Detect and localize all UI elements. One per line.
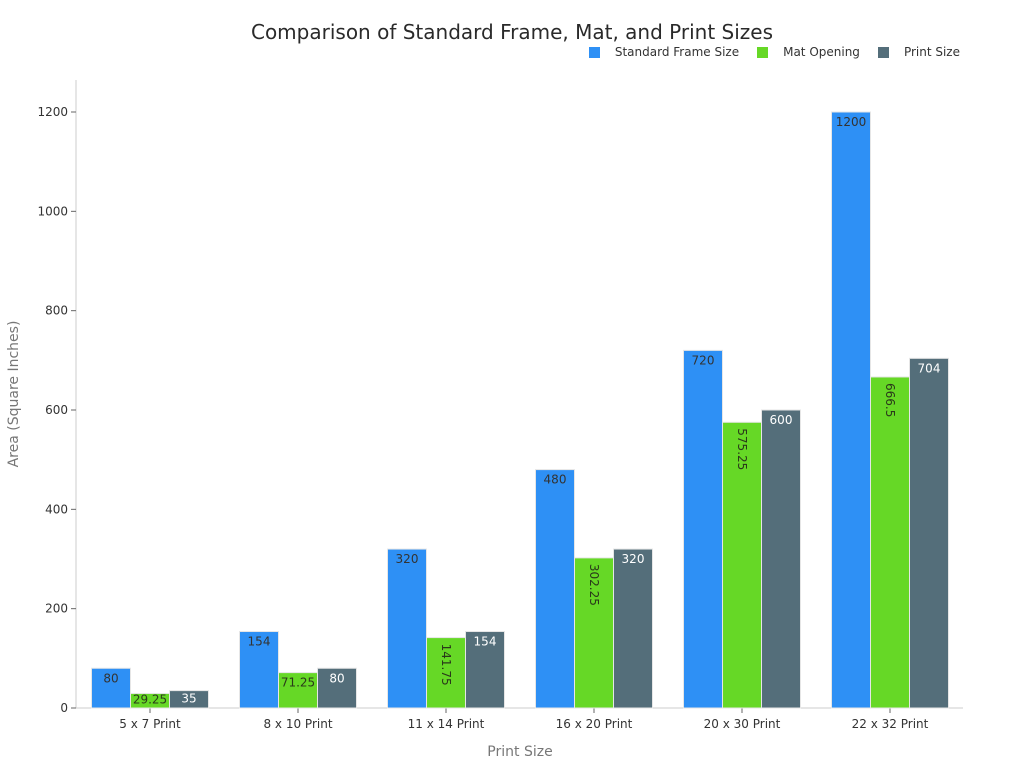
x-tick-label: 20 x 30 Print [704,717,781,731]
legend-label: Print Size [903,45,960,59]
bar-value-label: 320 [396,552,419,566]
y-tick-label: 200 [45,602,68,616]
bar-value-label: 29.25 [133,693,167,707]
bar-mat-opening[interactable] [574,557,614,709]
bar-mat-opening[interactable] [870,376,910,709]
x-tick-label: 5 x 7 Print [119,717,181,731]
bar-standard-frame-size[interactable] [91,667,131,709]
chart-title-text: Comparison of Standard Frame, Mat, and P… [250,20,773,44]
legend-swatch-icon [588,46,600,58]
legend-item-standard-frame-size[interactable]: Standard Frame Size [588,45,740,59]
bar-print-size[interactable] [761,409,801,709]
legend-swatch-icon [757,46,769,58]
bar-standard-frame-size[interactable] [387,548,427,709]
bar-value-label: 320 [622,552,645,566]
bar-value-label: 141.75 [439,644,453,686]
bar-value-label: 35 [181,691,196,705]
legend-swatch-icon [877,46,889,58]
y-tick-label: 0 [60,701,68,715]
bar-value-label: 80 [329,671,344,685]
bar-value-label: 302.25 [587,564,601,606]
legend-label: Mat Opening [783,45,860,59]
legend: Standard Frame Size Mat Opening Print Si… [571,45,960,59]
bar-value-label: 720 [692,353,715,367]
legend-label: Standard Frame Size [614,45,740,59]
y-tick-label: 600 [45,403,68,417]
chart-title: Comparison of Standard Frame, Mat, and P… [0,20,1024,44]
bar-standard-frame-size[interactable] [683,349,723,709]
bar-value-label: 575.25 [735,428,749,470]
x-tick-label: 8 x 10 Print [263,717,332,731]
x-tick-label: 22 x 32 Print [852,717,929,731]
bar-mat-opening[interactable] [426,637,466,709]
legend-item-print-size[interactable]: Print Size [877,45,960,59]
bar-print-size[interactable] [465,631,505,709]
y-tick-label: 800 [45,304,68,318]
bar-value-label: 80 [103,671,118,685]
bar-value-label: 704 [918,361,941,375]
bar-mat-opening[interactable] [722,421,762,709]
x-tick-label: 11 x 14 Print [408,717,485,731]
x-tick-label: 16 x 20 Print [556,717,633,731]
bar-value-label: 154 [248,635,271,649]
y-tick-label: 400 [45,502,68,516]
bar-print-size[interactable] [169,690,209,709]
bar-value-label: 600 [770,413,793,427]
legend-item-mat-opening[interactable]: Mat Opening [757,45,860,59]
bar-standard-frame-size[interactable] [831,111,871,709]
bar-print-size[interactable] [317,667,357,709]
bar-value-label: 71.25 [281,676,315,690]
bar-standard-frame-size[interactable] [239,631,279,709]
y-tick-label: 1200 [37,105,68,119]
bar-print-size[interactable] [613,548,653,709]
y-tick-label: 1000 [37,204,68,218]
bar-value-label: 1200 [836,115,867,129]
bar-value-label: 154 [474,635,497,649]
bar-mat-opening[interactable] [278,672,318,709]
x-axis-title: Print Size [487,744,552,760]
bar-value-label: 666.5 [883,383,897,417]
bar-print-size[interactable] [909,357,949,709]
bar-standard-frame-size[interactable] [535,469,575,709]
y-axis-title: Area (Square Inches) [6,321,22,468]
bar-value-label: 480 [544,473,567,487]
